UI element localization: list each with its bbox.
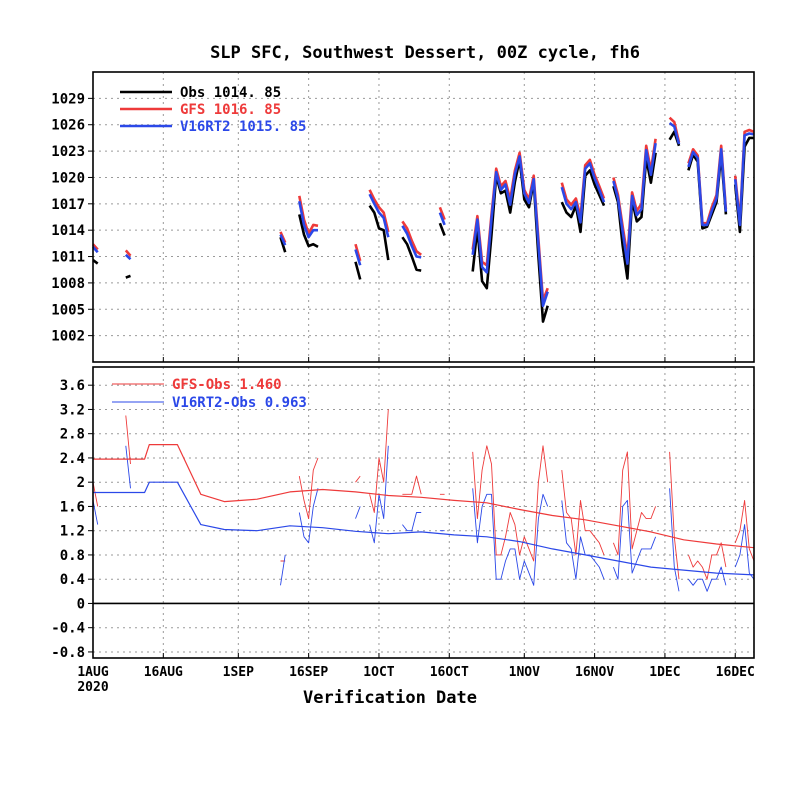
bias-y-tick-label: 2.4: [60, 451, 85, 467]
bias-series-gfs-obs: [92, 409, 755, 580]
x-tick-label: 1SEP: [223, 665, 254, 680]
bias-y-tick-label: 1.6: [60, 499, 85, 515]
slp-series-obs: [92, 130, 754, 323]
bias-y-tick-label: 2.8: [60, 427, 85, 443]
bias-y-tick-label: 0.4: [60, 572, 85, 588]
x-tick-label: 16NOV: [575, 665, 614, 680]
x-tick-label: 1DEC: [649, 665, 680, 680]
legend-label: V16RT2 1015. 85: [180, 119, 306, 135]
legend-label: Obs 1014. 85: [180, 85, 281, 101]
bias-series-v16rt2-obs-mean: [93, 481, 755, 576]
slp-y-tick-label: 1029: [51, 91, 85, 107]
x-year-label: 2020: [77, 680, 108, 695]
chart-title: SLP SFC, Southwest Dessert, 00Z cycle, f…: [210, 43, 640, 63]
x-tick-label: 16AUG: [144, 665, 183, 680]
slp-panel: 1002 1005 1008 1011 1014 1017 1020 1023 1026 1029…: [51, 71, 755, 363]
legend-label: V16RT2-Obs 0.963: [172, 395, 307, 411]
bias-series-v16rt2-obs: [92, 445, 755, 592]
bias-y-tick-label: 3.6: [60, 378, 85, 394]
slp-y-tick-label: 1002: [51, 329, 85, 345]
x-tick-label: 1NOV: [509, 665, 540, 680]
slp-frame: [92, 71, 755, 363]
slp-y-tick-label: 1008: [51, 276, 85, 292]
bias-y-tick-label: 3.2: [60, 402, 85, 418]
x-axis-label: Verification Date: [303, 688, 477, 708]
x-tick-label: 16SEP: [289, 665, 328, 680]
slp-y-tick-label: 1011: [51, 250, 85, 266]
bias-series-gfs-obs-mean: [93, 444, 755, 549]
bias-y-tick-label: 0: [77, 596, 85, 612]
slp-y-tick-label: 1026: [51, 118, 85, 134]
slp-y-tick-label: 1020: [51, 170, 85, 186]
slp-y-tick-label: 1014: [51, 223, 85, 239]
bias-y-tick-label: 1.2: [60, 524, 85, 540]
x-tick-label: 1AUG: [77, 665, 108, 680]
bias-series-group: [92, 409, 755, 592]
bias-y-tick-label: -0.8: [51, 645, 85, 661]
x-tick-label: 16OCT: [430, 665, 469, 680]
bias-y-tick-label: 0.8: [60, 548, 85, 564]
x-tick-label: 1OCT: [363, 665, 394, 680]
bias-legend: GFS-Obs 1.460 V16RT2-Obs 0.963: [112, 377, 307, 411]
bias-y-tick-label: -0.4: [51, 621, 85, 637]
bias-panel: -0.8 -0.4 0 0.4 0.8 1.2 1.6 2 2.4 2.8 3.2 3.6 GFS-Ob…: [51, 366, 755, 695]
bias-y-tick-label: 2: [77, 475, 85, 491]
x-tick-labels: 1AUG 16AUG 1SEP 16SEP 1OCT 16OCT 1NOV 16NOV 1DEC…: [77, 665, 754, 695]
slp-series-group: [92, 116, 755, 323]
slp-series-v16rt2: [92, 121, 755, 308]
slp-y-tick-label: 1005: [51, 302, 85, 318]
legend-label: GFS 1016. 85: [180, 102, 281, 118]
slp-y-tick-label: 1023: [51, 144, 85, 160]
slp-y-tick-label: 1017: [51, 197, 85, 213]
x-tick-label: 16DEC: [716, 665, 755, 680]
legend-label: GFS-Obs 1.460: [172, 377, 282, 393]
bias-frame: [92, 366, 755, 659]
